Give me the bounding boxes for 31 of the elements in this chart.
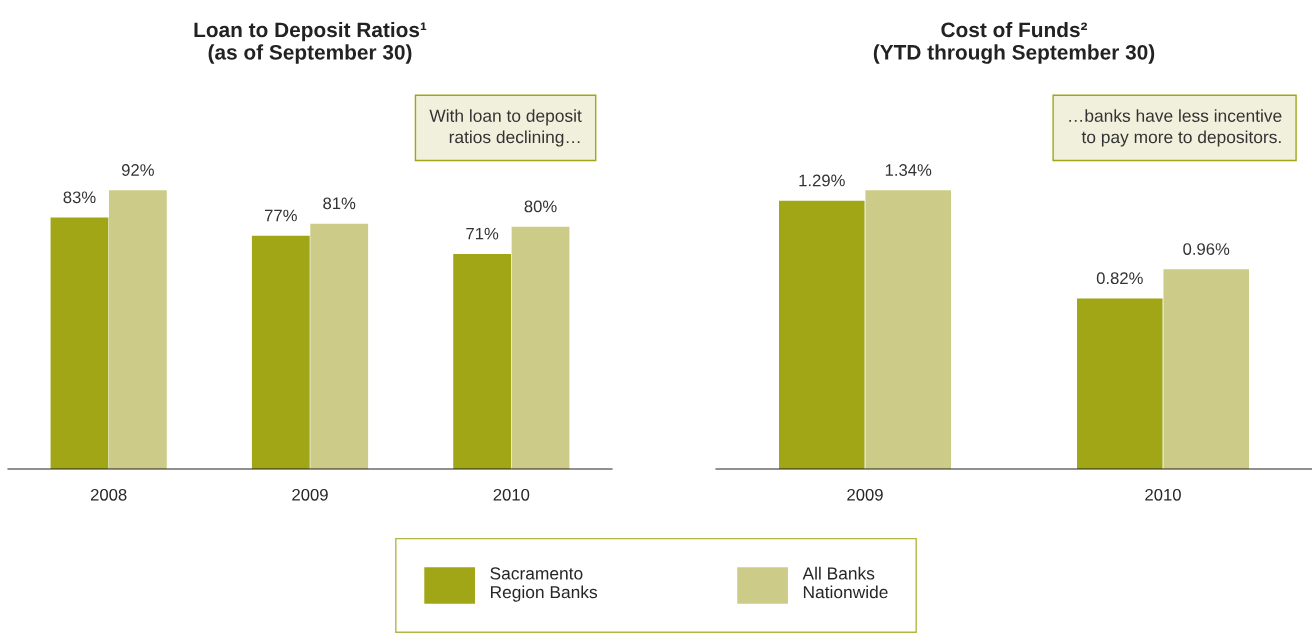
data-label: 1.29%: [799, 174, 845, 187]
data-label: 1.34%: [885, 164, 932, 176]
legend-label: All Banks Nationwide: [802, 566, 888, 599]
chart-title: Cost of Funds² (YTD through September 30): [873, 21, 1155, 64]
data-label: 83%: [63, 191, 96, 204]
bar: [310, 223, 369, 469]
bar: [865, 190, 951, 469]
data-label: 80%: [524, 200, 557, 213]
bar: [251, 235, 310, 469]
bar: [50, 217, 109, 469]
chart-title: Loan to Deposit Ratios¹ (as of September 30): [194, 21, 427, 64]
text: With loan to deposit ratios declining…: [429, 109, 582, 147]
text: …banks have less incentive to pay more to depositors.: [1069, 109, 1282, 147]
bar: [511, 226, 570, 469]
data-label: 71%: [466, 227, 499, 240]
x-tick-label: 2009: [847, 488, 883, 501]
bar: [1163, 269, 1249, 469]
data-label: 77%: [264, 209, 297, 222]
bar: [453, 253, 512, 469]
x-tick-label: 2010: [1145, 488, 1181, 501]
data-label: 92%: [121, 164, 154, 176]
x-tick-label: 2008: [90, 488, 127, 501]
x-tick-label: 2009: [292, 488, 328, 501]
data-label: 0.82%: [1096, 272, 1143, 285]
data-label: 81%: [323, 197, 356, 210]
bar: [108, 190, 167, 469]
x-tick-label: 2010: [493, 488, 530, 501]
data-label: 0.96%: [1183, 243, 1230, 255]
bar: [1077, 298, 1163, 469]
bar: [779, 200, 865, 469]
legend-label: Sacramento Region Banks: [490, 567, 598, 602]
